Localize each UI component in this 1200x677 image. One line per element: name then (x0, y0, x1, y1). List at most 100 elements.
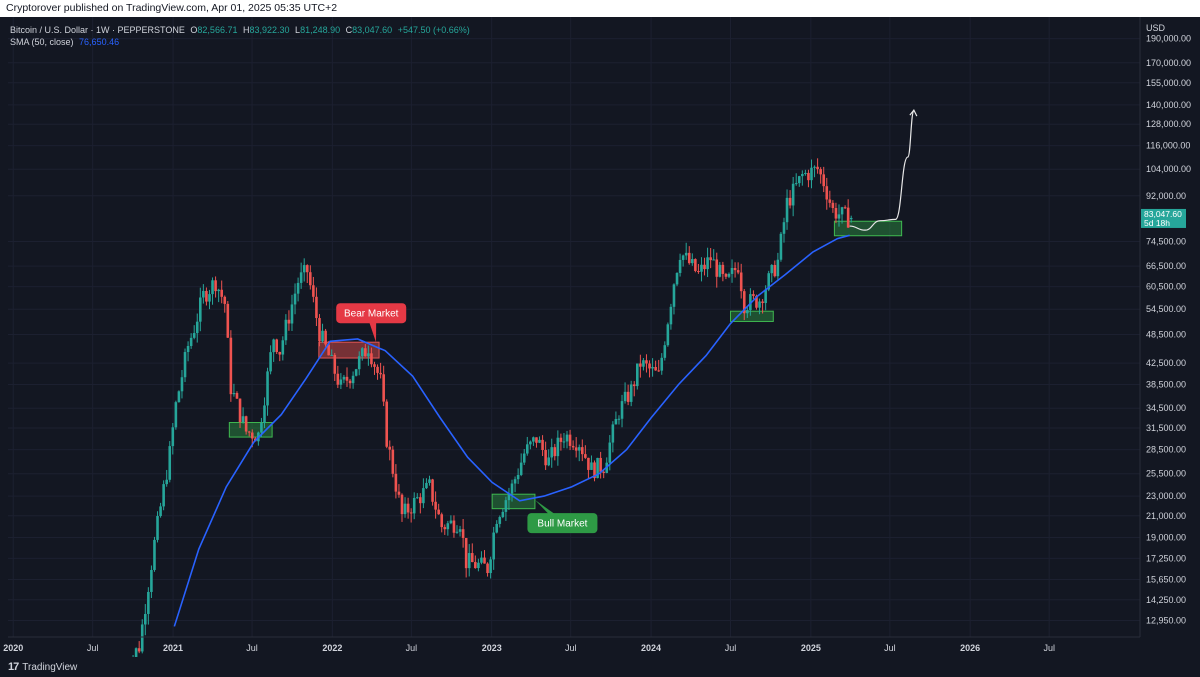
candle-down (568, 434, 572, 446)
candle-down (755, 295, 758, 308)
candle-down (238, 398, 242, 423)
candle-up (284, 319, 288, 341)
candle-up (513, 479, 517, 484)
candle-down (580, 447, 584, 455)
price-tick-label: 12,950.00 (1146, 615, 1186, 625)
candle-up (150, 569, 153, 592)
candle-up (498, 517, 502, 524)
candle-down (687, 252, 691, 264)
candle-down (315, 296, 318, 319)
candle-up (770, 264, 774, 274)
candle-up (147, 591, 150, 614)
price-tick-label: 25,500.00 (1146, 469, 1186, 479)
price-tick-label: 28,500.00 (1146, 445, 1186, 455)
candle-down (406, 503, 410, 513)
candle-down (715, 259, 719, 277)
chart-area[interactable]: Bear Market Bull Market USD 190,000.00 170,… (0, 17, 1200, 677)
candle-up (162, 484, 165, 507)
candle-down (452, 520, 456, 533)
candle-down (474, 562, 477, 569)
candle-up (669, 306, 673, 325)
candle-down (250, 432, 254, 439)
candle-down (235, 393, 239, 399)
candle-down (657, 370, 660, 372)
candle-up (785, 197, 789, 223)
candle-down (309, 272, 312, 286)
candle-down (318, 318, 321, 342)
candle-up (489, 559, 492, 574)
candle-down (437, 509, 440, 515)
candle-down (834, 208, 838, 219)
candle-up (782, 222, 786, 234)
candle-up (425, 482, 428, 489)
candle-down (816, 166, 819, 170)
candle-down (483, 557, 486, 564)
price-tick-label: 92,000.00 (1146, 191, 1186, 201)
candle-up (727, 273, 731, 277)
candle-up (804, 172, 807, 175)
candle-down (434, 501, 437, 510)
candle-up (232, 393, 236, 395)
candle-up (507, 493, 511, 501)
candle-up (422, 488, 425, 504)
candle-up (354, 369, 358, 376)
candle-up (156, 516, 159, 540)
resistance-zone (318, 341, 380, 359)
candle-up (260, 423, 263, 433)
price-tick-label: 155,000.00 (1146, 78, 1191, 88)
candle-down (287, 319, 291, 324)
candle-up (801, 174, 804, 177)
candle-up (651, 366, 654, 369)
candle-down (831, 202, 835, 209)
candle-down (843, 207, 847, 209)
candle-down (761, 301, 764, 304)
candle-up (217, 289, 220, 292)
price-tick-label: 170,000.00 (1146, 58, 1191, 68)
candle-down (214, 280, 217, 292)
candle-up (623, 391, 627, 402)
candle-down (602, 471, 605, 473)
time-tick-label: 2022 (322, 643, 342, 653)
candle-down (648, 363, 651, 369)
candle-down (275, 339, 279, 352)
support-resistance-zones (228, 220, 903, 510)
candle-down (739, 272, 743, 292)
candle-up (525, 444, 529, 454)
price-tick-label: 21,000.00 (1146, 511, 1186, 521)
candle-down (584, 454, 587, 458)
candle-down (697, 270, 700, 272)
candle-down (819, 169, 822, 175)
annotations: Bear Market Bull Market (336, 303, 598, 534)
candle-down (205, 290, 208, 302)
candle-down (379, 372, 382, 375)
candle-down (559, 437, 563, 442)
bull-callout-pointer (534, 499, 568, 524)
candle-up (189, 337, 193, 347)
candle-down (846, 207, 850, 228)
candle-up (813, 166, 816, 168)
candle-up (565, 434, 569, 442)
candles (122, 158, 853, 677)
candle-up (849, 217, 853, 220)
candle-up (712, 259, 715, 261)
symbol-name: Bitcoin / U.S. Dollar · 1W · PEPPERSTONE (10, 25, 185, 35)
candle-up (767, 273, 771, 290)
time-tick-label: 2025 (801, 643, 821, 653)
candle-up (208, 294, 211, 302)
candle-down (394, 473, 398, 492)
candle-up (165, 479, 168, 485)
candle-up (211, 280, 214, 295)
candle-up (492, 532, 495, 560)
candle-up (660, 357, 664, 371)
candle-up (299, 272, 303, 283)
candle-down (247, 431, 251, 433)
currency-label: USD (1146, 23, 1166, 33)
price-tick-label: 74,500.00 (1146, 236, 1186, 246)
time-tick-label: 2023 (482, 643, 502, 653)
candle-up (168, 446, 172, 480)
candle-up (477, 562, 480, 569)
bull-market-text: Bull Market (537, 519, 587, 530)
candle-down (632, 384, 636, 387)
